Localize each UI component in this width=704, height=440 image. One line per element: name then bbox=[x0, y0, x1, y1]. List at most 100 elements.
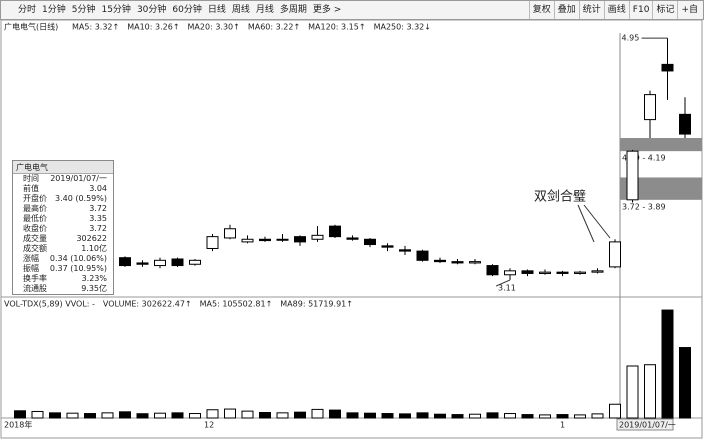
volume-bar bbox=[171, 412, 184, 419]
period-tab[interactable]: 15分钟 bbox=[101, 5, 131, 15]
x-label: 1 bbox=[560, 421, 565, 430]
tool-button[interactable]: 画线 bbox=[603, 1, 629, 19]
pattern-label: 双剑合璧 bbox=[534, 189, 586, 205]
info-label: 振幅 bbox=[23, 264, 39, 273]
candle-body bbox=[504, 270, 516, 276]
info-value: 3.23% bbox=[81, 274, 107, 283]
info-value: 3.72 bbox=[89, 224, 107, 233]
volume-bar bbox=[609, 403, 621, 419]
candle-body bbox=[311, 234, 324, 240]
volume-bar bbox=[399, 413, 411, 419]
info-title: 广电电气 bbox=[13, 161, 113, 174]
tool-button[interactable]: 标记 bbox=[652, 1, 677, 19]
volume-bar bbox=[206, 409, 219, 419]
volume-bar bbox=[661, 309, 674, 419]
candle-body bbox=[364, 238, 376, 246]
volume-title: VOL-TDX(5,89) VVOL: - bbox=[4, 300, 95, 309]
volume-bar bbox=[14, 410, 26, 419]
volume-bar bbox=[364, 412, 376, 419]
annotation-line bbox=[495, 279, 511, 287]
candle-body bbox=[556, 271, 569, 274]
volume-bar bbox=[626, 365, 639, 419]
candle-body bbox=[521, 270, 534, 274]
volume-bar bbox=[136, 413, 149, 419]
period-tab[interactable]: 1分钟 bbox=[42, 5, 66, 15]
volume-bar bbox=[276, 412, 289, 419]
info-row: 前值 3.04 bbox=[13, 184, 113, 194]
period-tab[interactable]: 月线 bbox=[255, 5, 274, 15]
gap-label: 3.72 - 3.89 bbox=[622, 202, 666, 211]
candle-body bbox=[574, 271, 586, 274]
info-label: 成交额 bbox=[23, 244, 47, 253]
candle-body bbox=[679, 113, 691, 135]
info-label: 最低价 bbox=[23, 214, 47, 223]
tool-button[interactable]: 叠加 bbox=[553, 1, 579, 19]
candle-body bbox=[294, 236, 306, 243]
candle-body bbox=[276, 238, 289, 241]
arrow bbox=[577, 204, 595, 243]
period-tab[interactable]: 分时 bbox=[18, 5, 37, 15]
arrow bbox=[583, 204, 611, 239]
volume-bar bbox=[556, 414, 569, 419]
info-value: 2019/01/07/一 bbox=[50, 174, 107, 183]
volume-legend: MA5: 105502.81↑ bbox=[200, 300, 273, 309]
volume-bar bbox=[521, 414, 534, 419]
tool-button[interactable]: F10 bbox=[628, 1, 653, 19]
chart-title: 广电电气(日线) bbox=[4, 22, 58, 32]
volume-bar bbox=[49, 412, 61, 419]
info-value: 1.10亿 bbox=[81, 244, 107, 253]
period-tab[interactable]: 5分钟 bbox=[71, 5, 96, 15]
volume-bar bbox=[416, 412, 429, 419]
volume-bar bbox=[294, 411, 306, 419]
volume-bar bbox=[679, 347, 691, 419]
candle-body bbox=[224, 228, 236, 239]
x-label: 12 bbox=[204, 421, 214, 430]
candle-body bbox=[486, 265, 499, 276]
info-label: 流通股 bbox=[23, 284, 47, 293]
candle-body bbox=[171, 258, 184, 267]
candle-body bbox=[434, 259, 446, 263]
info-row: 换手率 3.23% bbox=[13, 274, 113, 284]
toolbar: 分时 1分钟 5分钟 15分钟 30分钟 60分钟 日线 周线 月线 多周期 更多 > 复权 叠加 统计画… bbox=[0, 0, 704, 20]
info-value: 3.04 bbox=[89, 184, 107, 193]
candle-body bbox=[591, 270, 604, 273]
period-tab[interactable]: 多周期 bbox=[279, 5, 307, 15]
candle-body bbox=[399, 249, 411, 252]
period-tab[interactable]: 周线 bbox=[231, 5, 250, 15]
period-tab[interactable]: 更多 > bbox=[312, 5, 342, 15]
ma-legend: MA250: 3.32↓ bbox=[374, 23, 431, 32]
info-label: 时间 bbox=[23, 174, 39, 183]
info-row: 最低价 3.35 bbox=[13, 214, 113, 224]
candle-body bbox=[241, 238, 254, 243]
info-row: 涨幅 0.34 (10.06%) bbox=[13, 254, 113, 264]
volume-bar bbox=[31, 410, 44, 419]
candle-body bbox=[626, 150, 639, 201]
info-row: 振幅 0.37 (10.95%) bbox=[13, 264, 113, 274]
tool-button[interactable]: 统计 bbox=[578, 1, 604, 19]
candle-body bbox=[539, 271, 551, 274]
candle-body bbox=[609, 241, 621, 268]
chart: 广电电气(日线) VOL-TDX(5,89) VVOL: - 双剑合璧 2018… bbox=[0, 20, 703, 439]
info-label: 换手率 bbox=[23, 274, 47, 283]
candle-body bbox=[469, 261, 481, 264]
info-label: 收盘价 bbox=[23, 224, 47, 233]
volume-bar bbox=[311, 408, 324, 419]
info-value: 0.37 (10.95%) bbox=[49, 264, 107, 273]
volume-bar bbox=[224, 408, 236, 419]
period-tab[interactable]: 日线 bbox=[207, 5, 226, 15]
candle-body bbox=[381, 245, 394, 248]
period-tab[interactable]: 60分钟 bbox=[172, 5, 202, 15]
high-label: 4.95 bbox=[622, 34, 640, 43]
ma-legend: MA10: 3.26↑ bbox=[127, 23, 179, 32]
info-row: 成交量 302622 bbox=[13, 234, 113, 244]
candle-body bbox=[119, 257, 131, 267]
info-label: 开盘价 bbox=[23, 194, 47, 203]
volume-bar bbox=[434, 413, 446, 419]
period-tab[interactable]: 30分钟 bbox=[136, 5, 167, 15]
volume-bar bbox=[644, 364, 656, 419]
low-label: 3.11 bbox=[498, 284, 516, 293]
volume-legend: MA89: 51719.91↑ bbox=[280, 300, 353, 309]
tool-button[interactable]: +自 bbox=[677, 1, 701, 19]
tool-button[interactable]: 复权 bbox=[528, 1, 554, 19]
